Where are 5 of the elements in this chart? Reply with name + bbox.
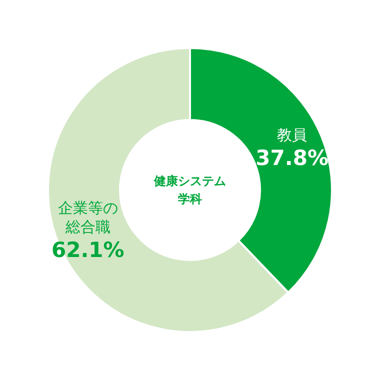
data-label: 62.1% bbox=[51, 237, 124, 263]
slice-label: 教員 bbox=[276, 126, 308, 146]
data-label: 37.8% bbox=[256, 145, 328, 172]
slice-label: 企業等の総合職 bbox=[56, 199, 119, 237]
text: 健康システム学科 bbox=[152, 173, 227, 208]
